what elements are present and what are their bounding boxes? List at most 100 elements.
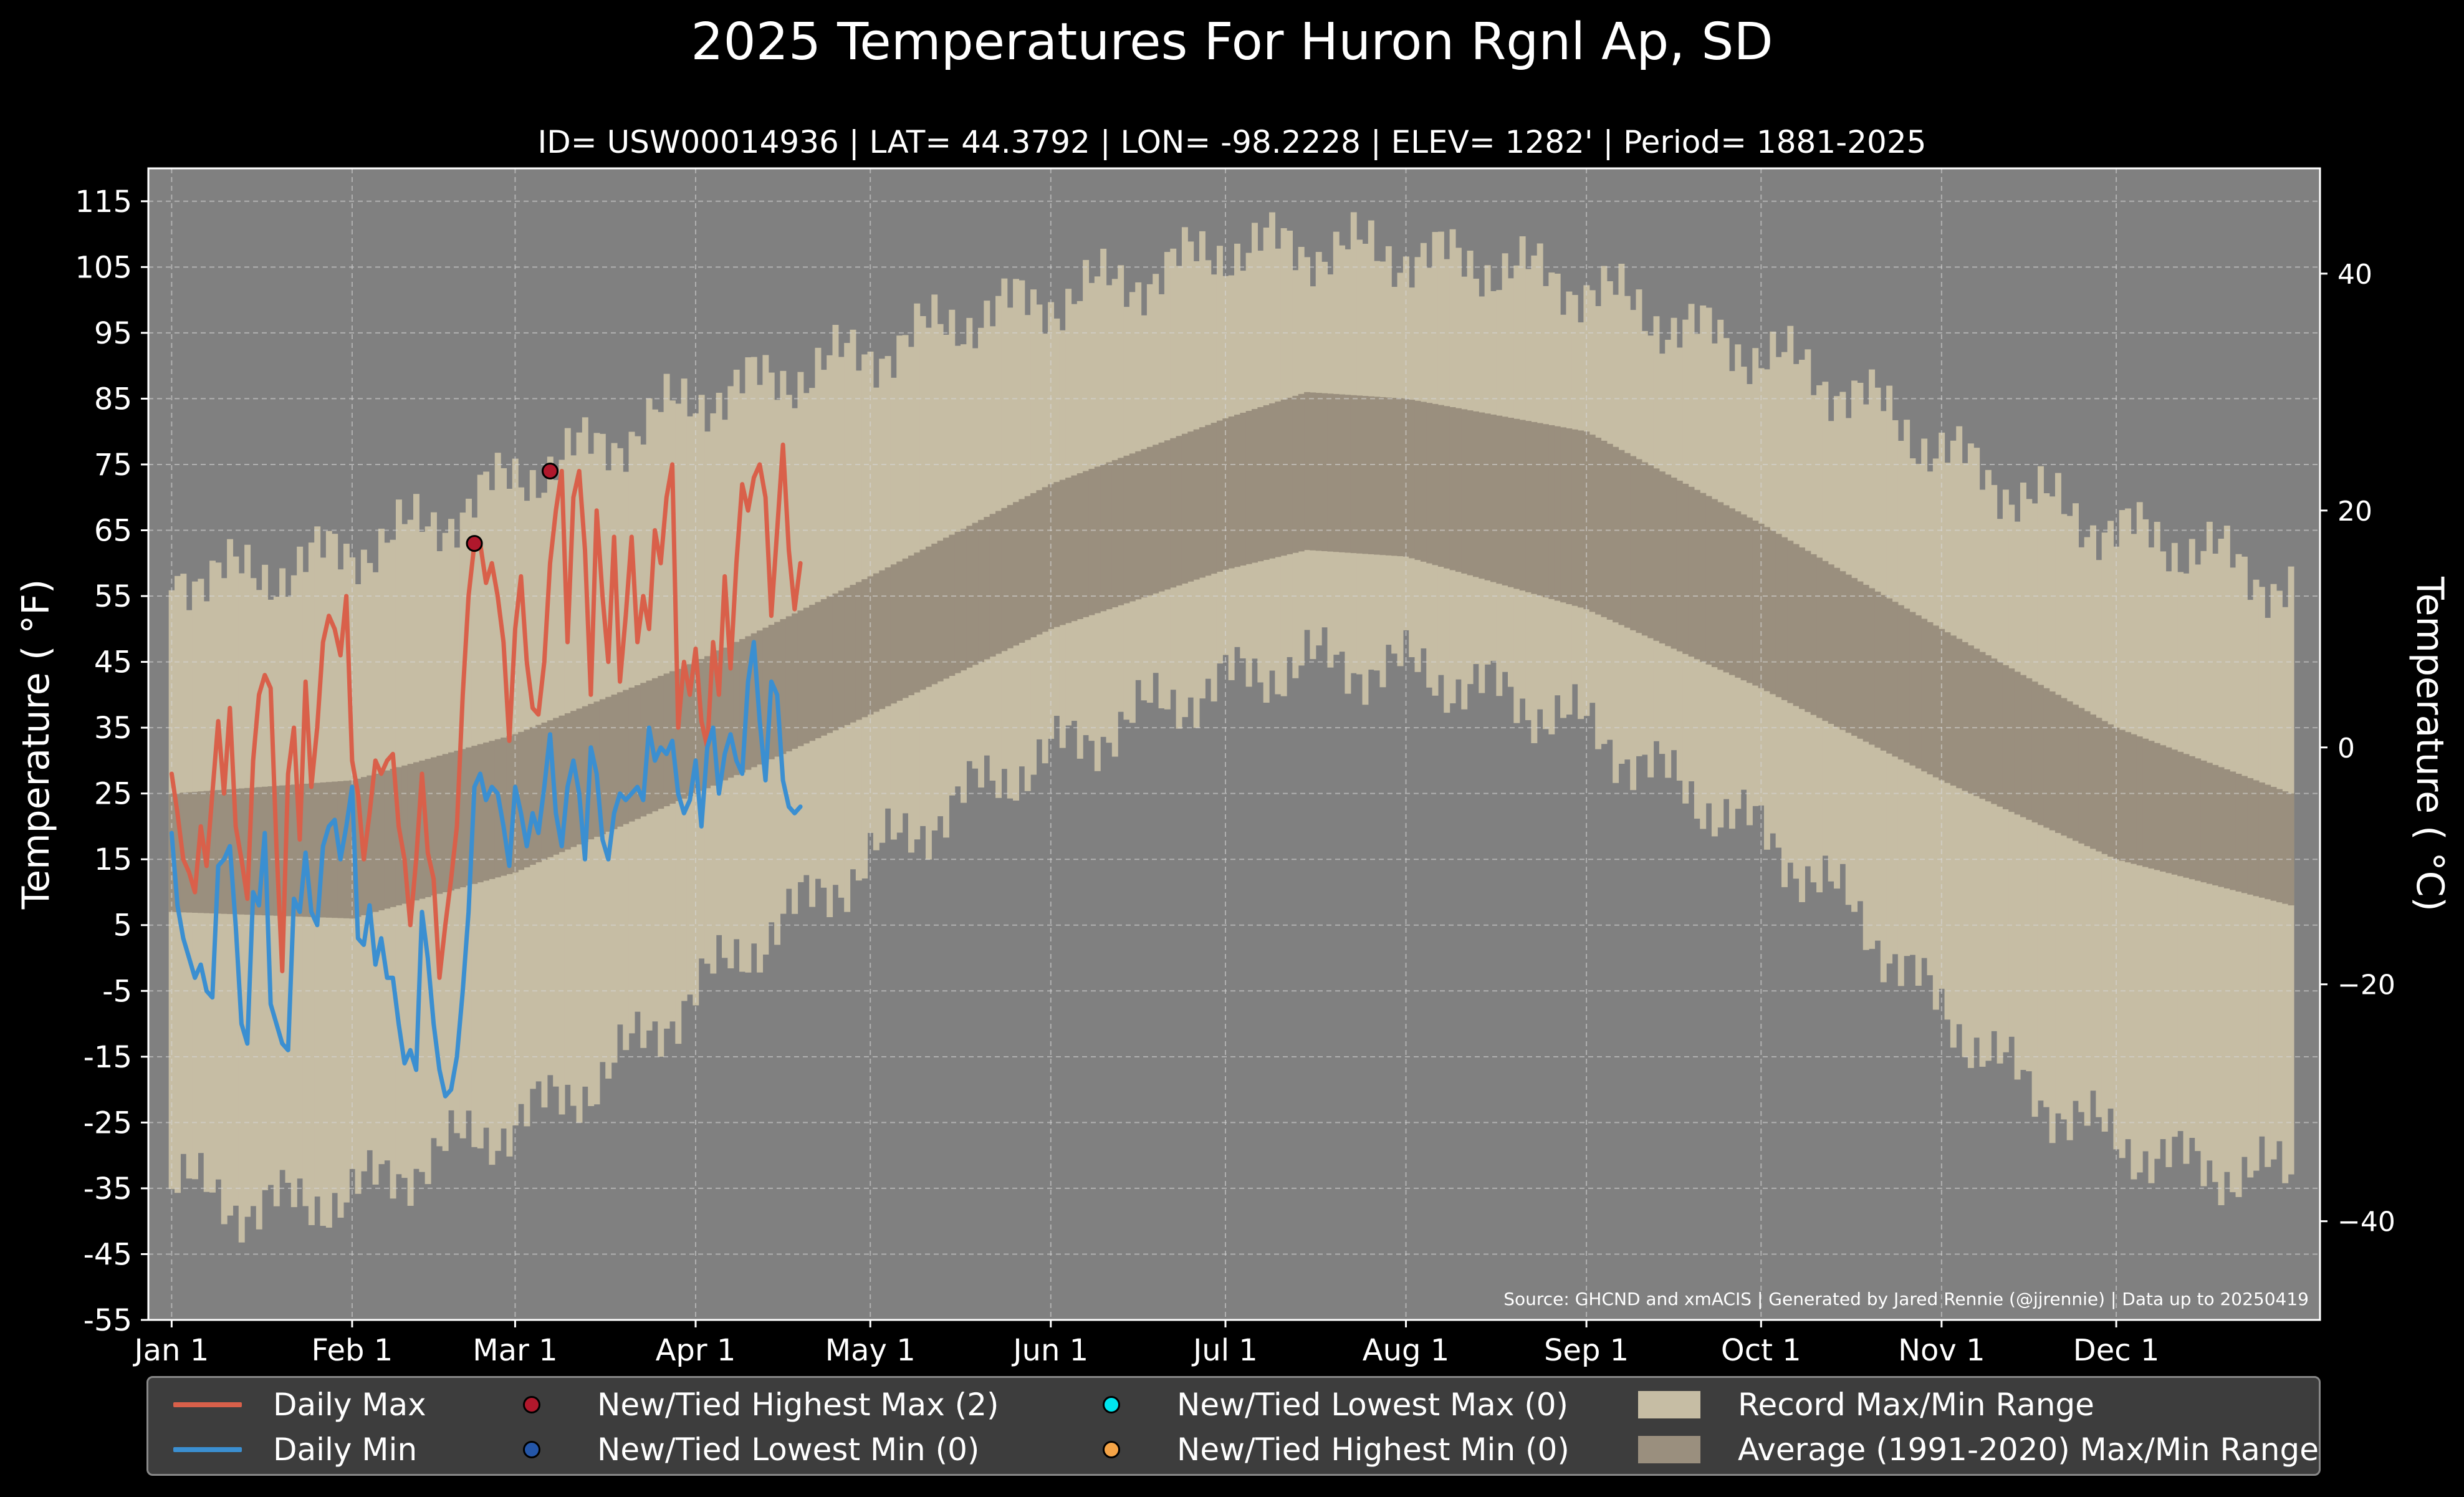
average-range-bar xyxy=(1019,499,1025,643)
average-range-bar xyxy=(529,727,536,865)
average-range-bar xyxy=(1991,658,1998,804)
average-range-bar xyxy=(1653,468,1660,641)
average-range-bar xyxy=(1781,537,1788,700)
average-range-bar xyxy=(937,541,944,681)
average-range-bar xyxy=(1385,397,1392,556)
average-range-bar xyxy=(2049,691,2056,830)
y-tick-label: 85 xyxy=(94,382,132,416)
average-range-bar xyxy=(611,695,618,829)
y-tick-label: 55 xyxy=(94,579,132,614)
average-range-bar xyxy=(2188,756,2195,880)
average-range-bar xyxy=(1560,427,1567,603)
average-range-bar xyxy=(1210,423,1217,574)
average-range-bar xyxy=(1839,571,1846,730)
average-range-bar xyxy=(1123,455,1130,604)
legend-item: New/Tied Highest Min (0) xyxy=(1077,1428,1570,1471)
average-range-bar xyxy=(1601,440,1608,617)
average-range-bar xyxy=(1618,450,1625,625)
average-range-bar xyxy=(1455,408,1462,572)
average-range-bar xyxy=(2008,668,2015,812)
average-range-bar xyxy=(378,772,385,910)
average-range-bar xyxy=(332,781,338,918)
average-range-bar xyxy=(1042,487,1048,632)
average-range-bar xyxy=(844,587,851,725)
average-range-bar xyxy=(1851,578,1858,736)
average-range-bar xyxy=(2096,718,2102,852)
y-tick-label: 115 xyxy=(75,185,132,219)
average-range-bar xyxy=(1787,541,1794,703)
average-range-bar xyxy=(1513,418,1520,589)
average-range-bar xyxy=(2084,711,2091,847)
average-range-bar xyxy=(931,543,938,685)
y-tick-label: 105 xyxy=(75,250,132,285)
legend-label: New/Tied Highest Min (0) xyxy=(1177,1432,1570,1468)
average-range-bar xyxy=(547,720,554,857)
average-range-bar xyxy=(1927,622,1934,775)
y-right-tick-label: 20 xyxy=(2337,496,2372,527)
x-tick-label: Feb 1 xyxy=(312,1333,393,1368)
average-range-bar xyxy=(2200,760,2207,883)
average-range-bar xyxy=(1362,396,1369,554)
average-range-bar xyxy=(2223,769,2230,888)
average-range-bar xyxy=(2090,715,2096,849)
y-right-tick-label: −20 xyxy=(2337,970,2395,1001)
average-range-bar xyxy=(1746,517,1753,683)
average-range-bar xyxy=(809,605,816,741)
average-range-bar xyxy=(1967,645,1974,794)
average-range-bar xyxy=(2002,665,2009,809)
average-range-bar xyxy=(355,778,362,917)
average-range-bar xyxy=(1886,598,1893,754)
average-range-bar xyxy=(1508,418,1514,587)
y-tick-label: -25 xyxy=(84,1105,132,1140)
average-range-bar xyxy=(302,783,309,917)
average-range-bar xyxy=(494,739,501,878)
average-range-bar xyxy=(605,696,612,832)
average-range-bar xyxy=(2253,780,2260,897)
average-range-bar xyxy=(989,514,996,657)
average-range-bar xyxy=(1216,420,1223,572)
y-tick-label: -15 xyxy=(84,1040,132,1075)
legend-item: New/Tied Highest Max (2) xyxy=(497,1383,999,1427)
average-range-bar xyxy=(1484,413,1491,580)
y-tick-label: 25 xyxy=(94,777,132,812)
average-range-bar xyxy=(250,787,257,915)
average-range-bar xyxy=(290,784,297,917)
average-range-bar xyxy=(1065,478,1072,623)
average-range-bar xyxy=(1997,662,2003,807)
average-range-bar xyxy=(2212,764,2219,886)
average-range-bar xyxy=(1502,416,1508,586)
average-range-bar xyxy=(325,782,332,918)
y-right-tick-label: −40 xyxy=(2337,1206,2395,1238)
average-range-bar xyxy=(681,667,688,799)
legend-swatch xyxy=(1077,1396,1146,1413)
average-range-bar xyxy=(658,676,664,809)
average-range-bar xyxy=(1519,420,1526,591)
record-high-marker xyxy=(541,462,558,479)
average-range-bar xyxy=(1141,449,1148,598)
legend-label: Daily Min xyxy=(273,1432,418,1468)
average-range-bar xyxy=(1752,521,1759,686)
average-range-bar xyxy=(1437,405,1444,567)
average-range-bar xyxy=(1793,544,1800,706)
average-range-bar xyxy=(1671,478,1677,649)
average-range-bar xyxy=(308,783,315,917)
average-range-bar xyxy=(384,770,391,909)
average-range-bar xyxy=(1449,407,1456,570)
average-range-bar xyxy=(1962,642,1968,791)
x-tick-label: May 1 xyxy=(825,1333,916,1368)
average-range-bar xyxy=(192,791,198,913)
average-range-bar xyxy=(1420,402,1427,562)
average-range-bar xyxy=(1531,421,1538,594)
legend-label: New/Tied Lowest Min (0) xyxy=(597,1432,980,1468)
average-range-bar xyxy=(972,522,979,665)
average-range-bar xyxy=(297,784,304,917)
average-range-bar xyxy=(1467,410,1474,575)
average-range-bar xyxy=(2276,789,2283,903)
average-range-bar xyxy=(739,638,745,773)
average-range-bar xyxy=(1199,427,1206,578)
average-range-bar xyxy=(372,773,379,912)
record-markers xyxy=(466,462,558,552)
average-range-bar xyxy=(2107,724,2114,857)
average-range-bar xyxy=(2206,763,2213,884)
average-range-bar xyxy=(675,668,682,801)
